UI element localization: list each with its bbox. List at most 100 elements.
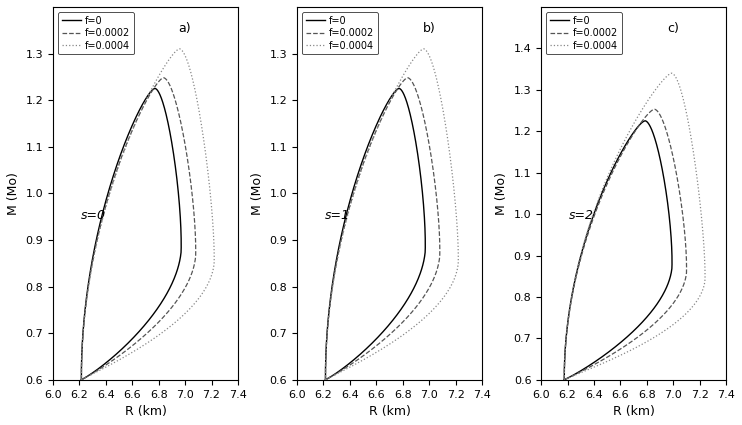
Text: s=0: s=0 — [81, 209, 105, 222]
Legend: f=0, f=0.0002, f=0.0004: f=0, f=0.0002, f=0.0004 — [302, 12, 378, 54]
f=0.0002 — [650, 107, 659, 112]
f=0.0002 — [374, 342, 383, 347]
f=0.0002 — [124, 346, 133, 351]
f=0 — [660, 288, 669, 293]
f=0.0004 — [445, 285, 454, 290]
f=0 — [125, 128, 134, 133]
Y-axis label: M (Mo): M (Mo) — [251, 172, 264, 215]
f=0.0002 — [428, 279, 437, 284]
f=0 — [559, 377, 568, 382]
X-axis label: R (km): R (km) — [369, 405, 410, 418]
f=0.0002 — [609, 351, 618, 356]
f=0.0004 — [373, 349, 382, 354]
f=0.0002 — [88, 261, 96, 266]
Legend: f=0, f=0.0002, f=0.0004: f=0, f=0.0002, f=0.0004 — [58, 12, 134, 54]
f=0.0002 — [110, 176, 119, 181]
f=0.0004 — [91, 250, 99, 255]
f=0 — [77, 377, 86, 382]
f=0.0004 — [137, 344, 145, 349]
f=0 — [321, 377, 330, 382]
f=0 — [87, 265, 96, 270]
Text: s=2: s=2 — [569, 209, 594, 222]
Y-axis label: M (Mo): M (Mo) — [495, 172, 508, 215]
f=0.0002 — [321, 377, 330, 382]
f=0.0002 — [674, 292, 683, 298]
f=0.0002 — [160, 75, 168, 80]
f=0.0004 — [387, 94, 396, 99]
f=0.0002 — [616, 347, 625, 352]
f=0 — [592, 204, 601, 210]
Line: f=0: f=0 — [82, 88, 181, 380]
Text: a): a) — [179, 22, 191, 35]
f=0.0004 — [201, 285, 210, 290]
f=0.0002 — [332, 261, 341, 266]
f=0.0002 — [354, 176, 363, 181]
f=0.0004 — [321, 377, 330, 382]
f=0.0004 — [116, 157, 125, 162]
f=0.0004 — [419, 46, 428, 51]
f=0.0004 — [381, 344, 390, 349]
f=0.0002 — [368, 346, 377, 351]
f=0.0004 — [77, 377, 86, 382]
f=0 — [363, 345, 372, 350]
f=0 — [350, 183, 359, 188]
f=0.0004 — [559, 377, 568, 382]
Text: b): b) — [423, 22, 436, 35]
f=0 — [415, 275, 424, 280]
f=0 — [151, 86, 160, 91]
Y-axis label: M (Mo): M (Mo) — [7, 172, 20, 215]
Legend: f=0, f=0.0002, f=0.0004: f=0, f=0.0002, f=0.0004 — [546, 12, 623, 54]
f=0 — [559, 377, 568, 382]
f=0 — [119, 345, 128, 350]
f=0.0004 — [604, 173, 613, 178]
f=0.0002 — [321, 377, 330, 382]
f=0 — [571, 278, 580, 283]
f=0.0004 — [615, 353, 624, 358]
X-axis label: R (km): R (km) — [613, 405, 654, 418]
f=0.0004 — [143, 94, 152, 99]
Line: f=0.0004: f=0.0004 — [564, 73, 705, 380]
f=0 — [171, 275, 180, 280]
Line: f=0.0004: f=0.0004 — [82, 49, 214, 380]
Line: f=0.0004: f=0.0004 — [326, 49, 459, 380]
f=0.0004 — [623, 350, 631, 355]
Line: f=0: f=0 — [326, 88, 425, 380]
f=0.0002 — [620, 146, 629, 151]
f=0.0002 — [130, 342, 139, 347]
f=0 — [368, 340, 377, 345]
f=0 — [614, 156, 623, 161]
f=0.0002 — [559, 377, 568, 382]
f=0 — [641, 118, 650, 123]
f=0.0002 — [77, 377, 86, 382]
f=0.0004 — [633, 115, 642, 120]
f=0.0004 — [574, 260, 583, 265]
f=0 — [321, 377, 330, 382]
f=0 — [370, 128, 378, 133]
f=0.0004 — [692, 299, 700, 304]
f=0.0002 — [184, 279, 193, 284]
f=0.0002 — [132, 119, 141, 124]
f=0 — [77, 377, 86, 382]
f=0.0004 — [334, 250, 343, 255]
f=0.0004 — [321, 377, 330, 382]
Line: f=0.0002: f=0.0002 — [564, 109, 686, 380]
f=0 — [605, 349, 614, 354]
X-axis label: R (km): R (km) — [125, 405, 166, 418]
f=0 — [124, 340, 133, 345]
Line: f=0.0002: f=0.0002 — [326, 78, 440, 380]
Text: c): c) — [667, 22, 679, 35]
f=0.0004 — [175, 46, 184, 51]
f=0 — [610, 345, 619, 350]
f=0.0002 — [376, 119, 385, 124]
f=0 — [330, 265, 339, 270]
f=0.0002 — [596, 197, 605, 202]
f=0.0004 — [361, 157, 370, 162]
f=0.0002 — [559, 377, 568, 382]
f=0.0004 — [667, 71, 676, 76]
f=0.0004 — [130, 349, 139, 354]
f=0 — [395, 86, 404, 91]
f=0.0002 — [403, 75, 412, 80]
f=0.0004 — [559, 377, 568, 382]
f=0.0002 — [572, 273, 581, 278]
Line: f=0: f=0 — [564, 121, 672, 380]
